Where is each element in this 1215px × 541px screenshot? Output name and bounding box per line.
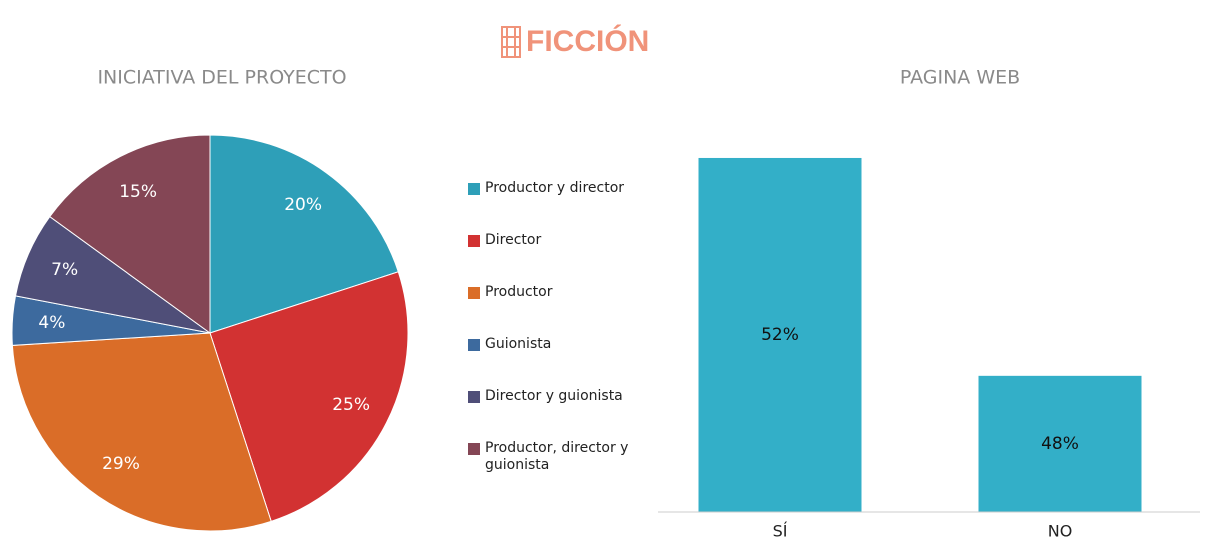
data-label: 20% <box>284 195 322 215</box>
data-label: 7% <box>51 260 78 280</box>
bar <box>698 157 862 512</box>
logo-icon <box>501 26 521 58</box>
legend-item: Productor <box>468 284 648 336</box>
data-label: 48% <box>1041 434 1079 454</box>
legend-item: Productor, director y guionista <box>468 440 648 492</box>
legend-swatch <box>468 443 480 455</box>
legend-item: Director <box>468 232 648 284</box>
chart-title: INICIATIVA DEL PROYECTO <box>97 67 346 89</box>
data-label: 25% <box>332 395 370 415</box>
legend: Productor y director Director Productor Gui… <box>468 180 648 492</box>
legend-label: Productor <box>485 284 553 300</box>
legend-item: Productor y director <box>468 180 648 232</box>
legend-label: Director y guionista <box>485 388 623 404</box>
legend-swatch <box>468 183 480 195</box>
legend-swatch <box>468 235 480 247</box>
legend-label: Director <box>485 232 542 248</box>
legend-label: Productor, director y guionista <box>485 440 629 473</box>
legend-item: Guionista <box>468 336 648 388</box>
legend-swatch <box>468 339 480 351</box>
legend-swatch <box>468 287 480 299</box>
x-tick-label: SÍ <box>773 522 788 541</box>
header-title: FICCIÓN <box>526 24 649 58</box>
chart-title: PAGINA WEB <box>900 67 1020 89</box>
bar <box>978 375 1142 512</box>
pie-slice <box>11 332 272 532</box>
x-tick-label: NO <box>1048 522 1073 541</box>
pie-slice <box>49 134 211 334</box>
data-label: 29% <box>102 454 140 474</box>
pie-slice <box>209 271 409 522</box>
legend-item: Director y guionista <box>468 388 648 440</box>
pie-slice <box>209 134 399 334</box>
data-label: 15% <box>119 182 157 202</box>
legend-swatch <box>468 391 480 403</box>
legend-label: Productor y director <box>485 180 625 196</box>
legend-label: Guionista <box>485 336 552 352</box>
data-label: 52% <box>761 325 799 345</box>
data-label: 4% <box>38 313 65 333</box>
